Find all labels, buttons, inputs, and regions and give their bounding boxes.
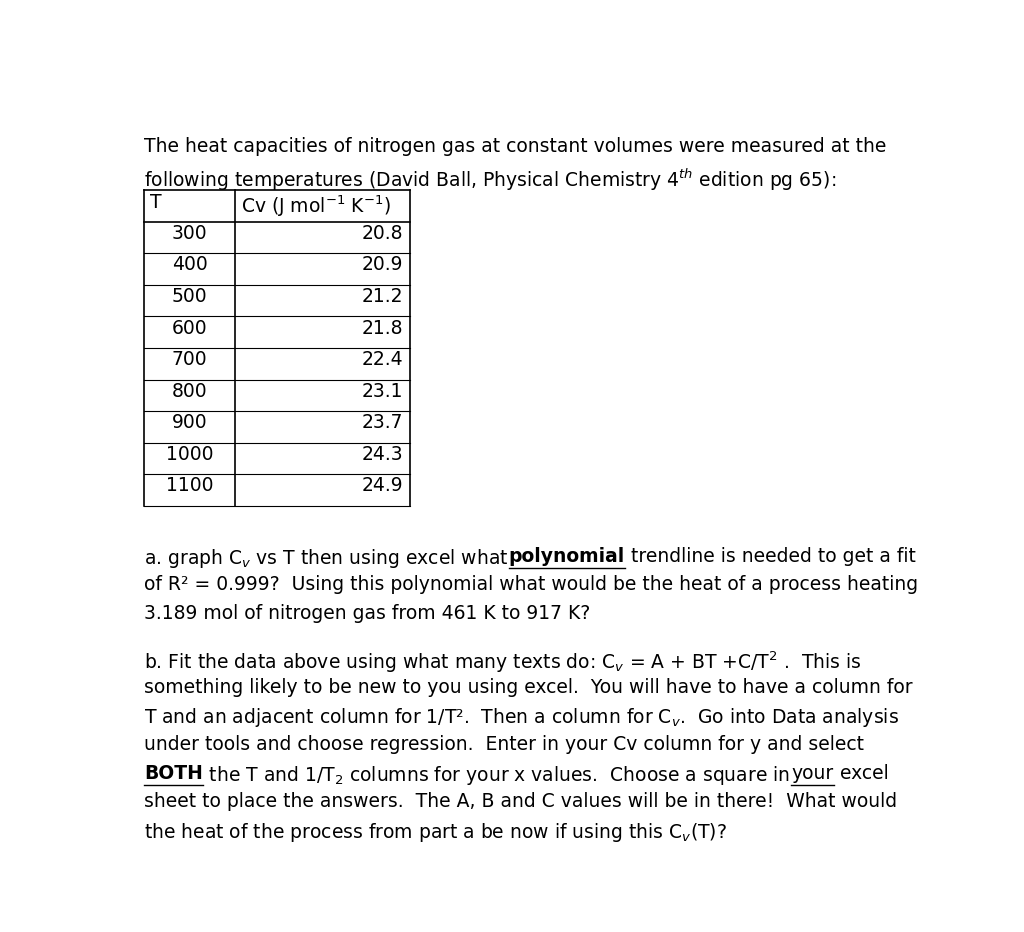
Text: trendline is needed to get a fit: trendline is needed to get a fit (625, 547, 916, 566)
Text: The heat capacities of nitrogen gas at constant volumes were measured at the: The heat capacities of nitrogen gas at c… (143, 137, 886, 156)
Text: excel: excel (834, 763, 889, 783)
Text: 300: 300 (172, 224, 207, 243)
Text: 20.9: 20.9 (361, 255, 403, 274)
Text: T and an adjacent column for 1/T².  Then a column for C$_v$.  Go into Data analy: T and an adjacent column for 1/T². Then … (143, 706, 899, 730)
Text: 23.1: 23.1 (361, 382, 403, 401)
Text: 24.3: 24.3 (361, 445, 403, 464)
Text: a. graph C$_v$ vs T then using excel what: a. graph C$_v$ vs T then using excel wha… (143, 547, 509, 569)
Text: BOTH: BOTH (143, 763, 203, 783)
Text: the T and 1/T$_2$ columns for your x values.  Choose a square in: the T and 1/T$_2$ columns for your x val… (203, 763, 792, 787)
Text: 900: 900 (172, 413, 207, 432)
Text: 600: 600 (172, 319, 207, 337)
Text: 400: 400 (172, 255, 208, 274)
Text: polynomial: polynomial (509, 547, 625, 566)
Text: 23.7: 23.7 (361, 413, 403, 432)
Text: your: your (792, 763, 834, 783)
Text: b. Fit the data above using what many texts do: C$_v$ = A + BT +C/T$^2$ .  This : b. Fit the data above using what many te… (143, 649, 861, 675)
Text: 20.8: 20.8 (361, 224, 403, 243)
Text: 3.189 mol of nitrogen gas from 461 K to 917 K?: 3.189 mol of nitrogen gas from 461 K to … (143, 604, 590, 624)
Text: Cv (J mol$^{-1}$ K$^{-1}$): Cv (J mol$^{-1}$ K$^{-1}$) (242, 193, 391, 218)
Text: of R² = 0.999?  Using this polynomial what would be the heat of a process heatin: of R² = 0.999? Using this polynomial wha… (143, 575, 918, 595)
Text: 700: 700 (172, 350, 207, 369)
Text: 500: 500 (172, 287, 207, 306)
Text: 22.4: 22.4 (361, 350, 403, 369)
Text: something likely to be new to you using excel.  You will have to have a column f: something likely to be new to you using … (143, 678, 912, 697)
Text: following temperatures (David Ball, Physical Chemistry 4$^{th}$ edition pg 65):: following temperatures (David Ball, Phys… (143, 167, 836, 193)
Text: the heat of the process from part a be now if using this C$_v$(T)?: the heat of the process from part a be n… (143, 821, 727, 843)
Text: under tools and choose regression.  Enter in your Cv column for y and select: under tools and choose regression. Enter… (143, 735, 864, 754)
Text: 1000: 1000 (166, 445, 213, 464)
Text: sheet to place the answers.  The A, B and C values will be in there!  What would: sheet to place the answers. The A, B and… (143, 792, 897, 811)
Text: 24.9: 24.9 (361, 476, 403, 496)
Text: T: T (151, 193, 162, 212)
Text: 800: 800 (172, 382, 207, 401)
Text: 1100: 1100 (166, 476, 213, 496)
Text: 21.2: 21.2 (361, 287, 403, 306)
Text: 21.8: 21.8 (361, 319, 403, 337)
